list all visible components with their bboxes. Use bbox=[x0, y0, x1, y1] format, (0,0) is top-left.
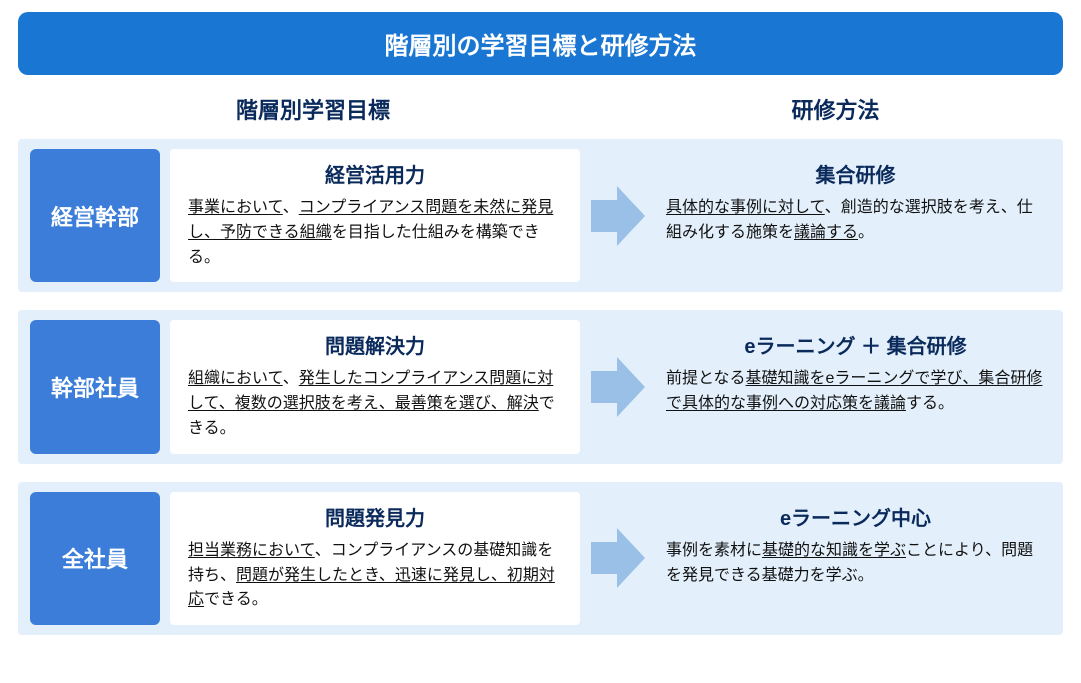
goal-box: 経営活用力事業において、コンプライアンス問題を未然に発見し、予防できる組織を目指… bbox=[170, 149, 580, 282]
method-description: 事例を素材に基礎的な知識を学ぶことにより、問題を発見できる基礎力を学ぶ。 bbox=[666, 539, 1045, 589]
method-title: eラーニング ＋ 集合研修 bbox=[666, 330, 1045, 359]
goal-title: 問題解決力 bbox=[188, 330, 562, 359]
column-headers: 階層別学習目標 研修方法 bbox=[18, 93, 1063, 125]
goal-description: 事業において、コンプライアンス問題を未然に発見し、予防できる組織を目指した仕組み… bbox=[188, 196, 562, 270]
goal-title: 問題発見力 bbox=[188, 502, 562, 531]
text-segment: 事例を素材に bbox=[666, 542, 762, 559]
column-header-goals: 階層別学習目標 bbox=[18, 93, 608, 125]
method-title: eラーニング中心 bbox=[666, 502, 1045, 531]
arrow-icon bbox=[580, 320, 656, 453]
rows-container: 経営幹部経営活用力事業において、コンプライアンス問題を未然に発見し、予防できる組… bbox=[18, 139, 1063, 635]
arrow-icon bbox=[580, 149, 656, 282]
tier-badge: 経営幹部 bbox=[30, 149, 160, 282]
tier-row: 経営幹部経営活用力事業において、コンプライアンス問題を未然に発見し、予防できる組… bbox=[18, 139, 1063, 292]
text-segment: 前提となる bbox=[666, 370, 746, 387]
text-segment: 担当業務において bbox=[188, 542, 315, 559]
method-box: 集合研修具体的な事例に対して、創造的な選択肢を考え、仕組み化する施策を議論する。 bbox=[656, 149, 1051, 282]
tier-row: 全社員問題発見力担当業務において、コンプライアンスの基礎知識を持ち、問題が発生し… bbox=[18, 482, 1063, 635]
goal-title: 経営活用力 bbox=[188, 159, 562, 188]
text-segment: 、 bbox=[283, 370, 299, 387]
method-box: eラーニング中心事例を素材に基礎的な知識を学ぶことにより、問題を発見できる基礎力… bbox=[656, 492, 1051, 625]
text-segment: 。 bbox=[858, 224, 874, 241]
text-segment: 組織において bbox=[188, 370, 283, 387]
method-description: 前提となる基礎知識をeラーニングで学び、集合研修で具体的な事例への対応策を議論す… bbox=[666, 367, 1045, 417]
goal-box: 問題解決力組織において、発生したコンプライアンス問題に対して、複数の選択肢を考え… bbox=[170, 320, 580, 453]
tier-badge: 幹部社員 bbox=[30, 320, 160, 453]
goal-box: 問題発見力担当業務において、コンプライアンスの基礎知識を持ち、問題が発生したとき… bbox=[170, 492, 580, 625]
goal-description: 組織において、発生したコンプライアンス問題に対して、複数の選択肢を考え、最善策を… bbox=[188, 367, 562, 441]
text-segment: 事業において bbox=[188, 199, 283, 216]
tier-badge: 全社員 bbox=[30, 492, 160, 625]
method-box: eラーニング ＋ 集合研修前提となる基礎知識をeラーニングで学び、集合研修で具体… bbox=[656, 320, 1051, 453]
arrow-icon bbox=[580, 492, 656, 625]
goal-description: 担当業務において、コンプライアンスの基礎知識を持ち、問題が発生したとき、迅速に発… bbox=[188, 539, 562, 613]
text-segment: 基礎的な知識を学ぶ bbox=[762, 542, 906, 559]
method-description: 具体的な事例に対して、創造的な選択肢を考え、仕組み化する施策を議論する。 bbox=[666, 196, 1045, 246]
tier-row: 幹部社員問題解決力組織において、発生したコンプライアンス問題に対して、複数の選択… bbox=[18, 310, 1063, 463]
page-title: 階層別の学習目標と研修方法 bbox=[18, 12, 1063, 75]
text-segment: できる。 bbox=[204, 591, 268, 608]
text-segment: する。 bbox=[906, 395, 954, 412]
text-segment: 、 bbox=[283, 199, 299, 216]
text-segment: 具体的な事例に対して bbox=[666, 199, 825, 216]
text-segment: 議論する bbox=[794, 224, 858, 241]
column-header-methods: 研修方法 bbox=[608, 93, 1063, 125]
method-title: 集合研修 bbox=[666, 159, 1045, 188]
